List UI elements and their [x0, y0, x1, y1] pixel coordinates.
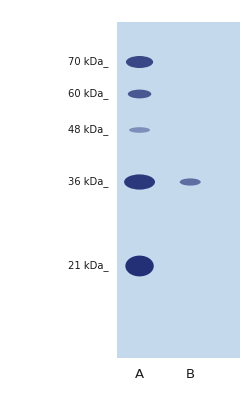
Text: B: B — [186, 368, 195, 380]
Ellipse shape — [125, 256, 154, 276]
Text: 36 kDa_: 36 kDa_ — [68, 176, 109, 188]
Ellipse shape — [126, 56, 153, 68]
Ellipse shape — [180, 178, 201, 186]
Text: 21 kDa_: 21 kDa_ — [68, 260, 109, 272]
Bar — [117, 22, 240, 358]
Text: 48 kDa_: 48 kDa_ — [68, 124, 109, 136]
Ellipse shape — [128, 90, 151, 98]
Ellipse shape — [124, 174, 155, 190]
Text: 60 kDa_: 60 kDa_ — [68, 88, 109, 100]
Ellipse shape — [129, 127, 150, 133]
Text: 70 kDa_: 70 kDa_ — [68, 56, 109, 68]
Text: A: A — [135, 368, 144, 380]
